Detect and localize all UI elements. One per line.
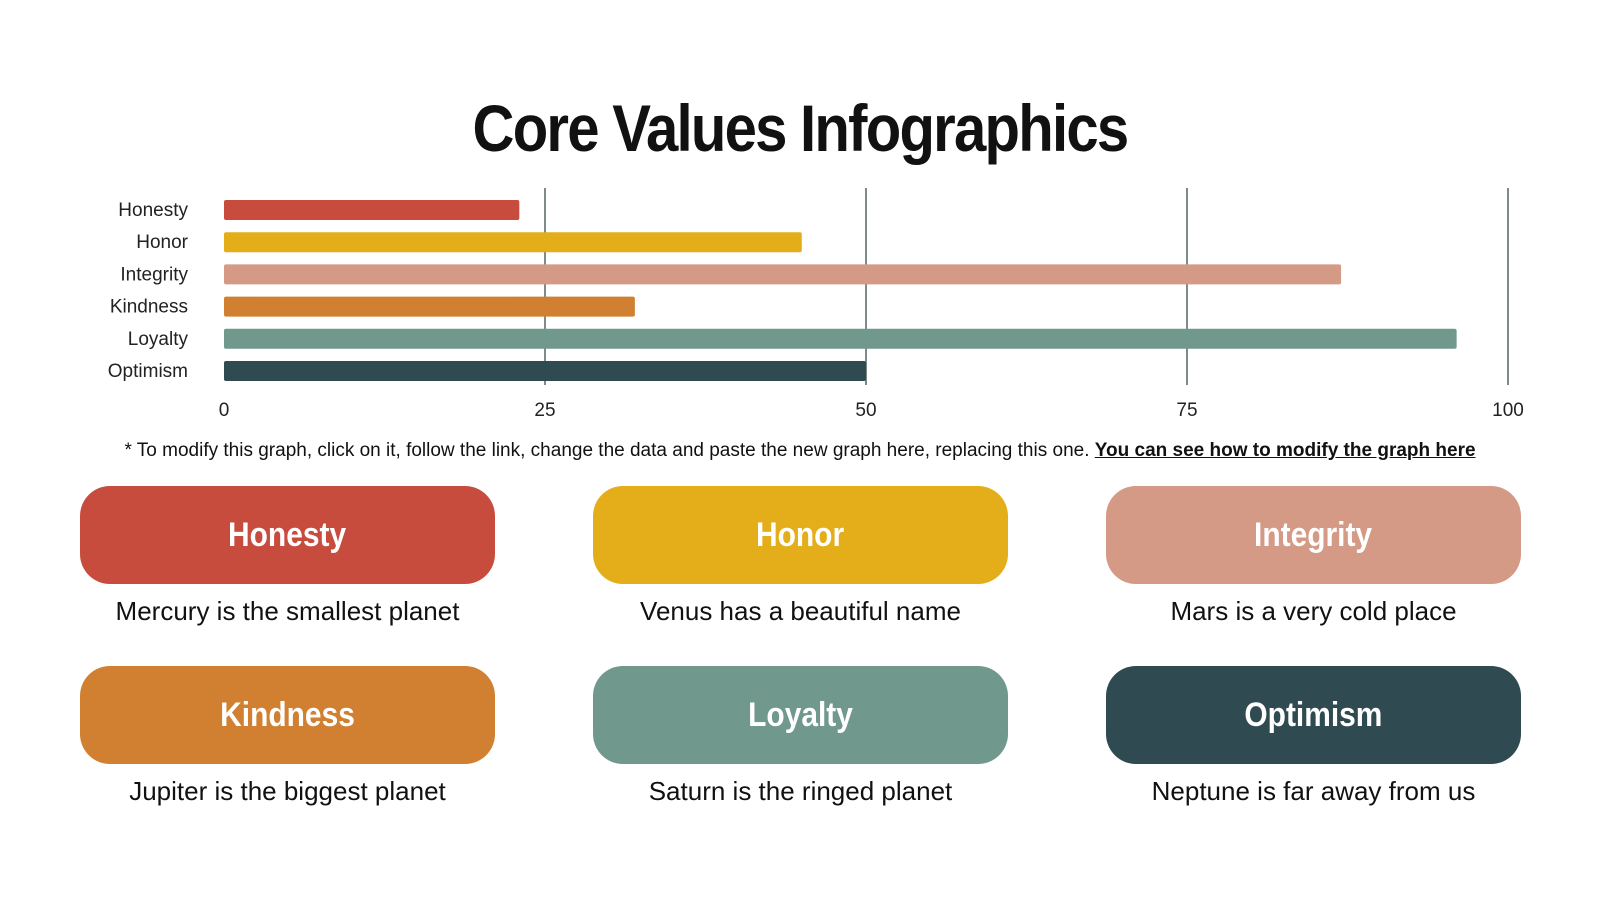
x-tick-label: 75 [1176, 400, 1197, 421]
value-card-optimism: Optimism Neptune is far away from us [1106, 666, 1521, 807]
value-card-kindness: Kindness Jupiter is the biggest planet [80, 666, 495, 807]
y-category-label: Loyalty [128, 329, 189, 350]
y-category-label: Optimism [108, 361, 188, 382]
bar-chart[interactable]: 0 25 50 75 100 Honesty Honor Integrity Kindness L… [0, 0, 1600, 430]
y-category-label: Honesty [118, 200, 188, 221]
bar-optimism[interactable] [224, 361, 866, 381]
value-description: Saturn is the ringed planet [648, 776, 953, 806]
bar-loyalty[interactable] [224, 328, 1457, 349]
note-text: * To modify this graph, click on it, fol… [124, 440, 1095, 461]
value-label: Loyalty [748, 695, 853, 734]
value-description: Neptune is far away from us [1151, 776, 1476, 806]
value-card-honesty: Honesty Mercury is the smallest planet [80, 486, 495, 627]
x-tick-label: 25 [534, 400, 555, 421]
bar-honesty[interactable] [224, 200, 520, 220]
value-card-loyalty: Loyalty Saturn is the ringed planet [593, 666, 1008, 807]
value-label: Integrity [1254, 515, 1373, 554]
x-tick-label: 100 [1492, 400, 1524, 421]
value-pill: Integrity [1106, 486, 1521, 584]
chart-note: * To modify this graph, click on it, fol… [0, 440, 1600, 462]
value-label: Optimism [1244, 695, 1383, 734]
value-description: Mercury is the smallest planet [115, 596, 460, 626]
bar-kindness[interactable] [224, 296, 635, 317]
bar-honor[interactable] [224, 232, 802, 253]
value-pill: Optimism [1106, 666, 1521, 764]
value-description: Mars is a very cold place [1170, 596, 1457, 626]
value-card-honor: Honor Venus has a beautiful name [593, 486, 1008, 627]
value-pill: Honor [593, 486, 1008, 584]
page-title: Core Values Infographics [472, 91, 1130, 165]
value-description: Jupiter is the biggest planet [129, 776, 446, 806]
y-category-label: Kindness [110, 297, 188, 318]
x-tick-label: 0 [219, 400, 230, 421]
value-label: Honor [756, 515, 845, 554]
bar-integrity[interactable] [224, 264, 1342, 285]
modify-graph-link[interactable]: You can see how to modify the graph here [1094, 440, 1476, 461]
value-pill: Honesty [80, 486, 495, 584]
value-label: Kindness [220, 695, 355, 734]
x-tick-label: 50 [855, 400, 876, 421]
y-category-label: Integrity [120, 264, 188, 285]
value-label: Honesty [228, 515, 347, 554]
value-pill: Kindness [80, 666, 495, 764]
value-card-integrity: Integrity Mars is a very cold place [1106, 486, 1521, 627]
value-pill: Loyalty [593, 666, 1008, 764]
value-description: Venus has a beautiful name [640, 596, 961, 626]
y-category-label: Honor [136, 232, 188, 253]
